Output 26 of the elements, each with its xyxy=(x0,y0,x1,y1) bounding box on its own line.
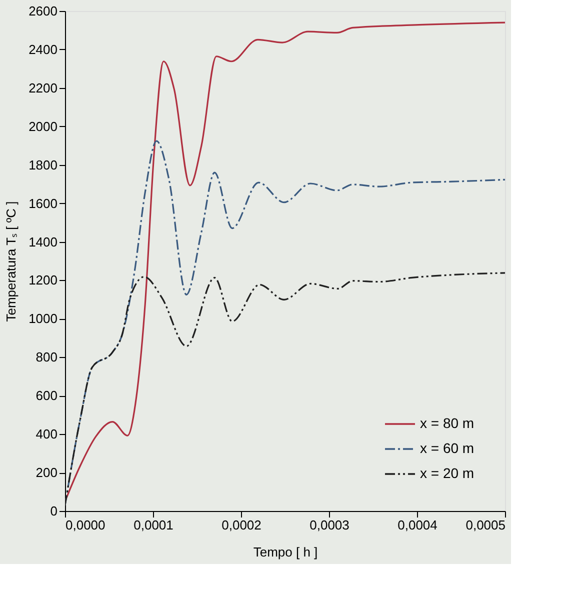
x-tick-label: 0,0005 xyxy=(466,518,506,532)
y-tick-label: 200 xyxy=(36,465,58,480)
y-tick-label: 1600 xyxy=(28,196,58,211)
y-tick-label: 800 xyxy=(36,350,58,365)
legend-label: x = 60 m xyxy=(420,440,474,456)
y-tick-label: 1200 xyxy=(28,272,58,288)
y-axis-title: Temperatura Tₛ [ ºC ] xyxy=(4,201,19,322)
x-tick-label: 0,0002 xyxy=(222,518,262,532)
legend-label: x = 20 m xyxy=(420,465,474,481)
y-tick-label: 2600 xyxy=(28,4,58,18)
x-tick-label: 0,0004 xyxy=(398,518,438,532)
x-tick-label: 0,0000 xyxy=(66,518,106,532)
y-tick-label: 400 xyxy=(36,426,58,442)
y-tick-label: 1000 xyxy=(28,311,58,326)
y-tick-label: 2400 xyxy=(28,42,58,57)
x-tick-label: 0,0001 xyxy=(134,518,174,532)
x-tick-label: 0,0003 xyxy=(310,518,350,532)
y-tick-label: 2200 xyxy=(28,80,58,96)
y-tick-label: 600 xyxy=(36,388,58,404)
y-tick-label: 2000 xyxy=(28,118,58,134)
line-series xyxy=(65,272,505,506)
legend-label: x = 80 m xyxy=(420,415,474,431)
y-tick-label: 1800 xyxy=(28,157,58,172)
y-tick-label: 0 xyxy=(50,504,58,518)
y-tick-label: 1400 xyxy=(28,234,58,250)
x-axis-title: Tempo [ h ] xyxy=(253,544,318,560)
